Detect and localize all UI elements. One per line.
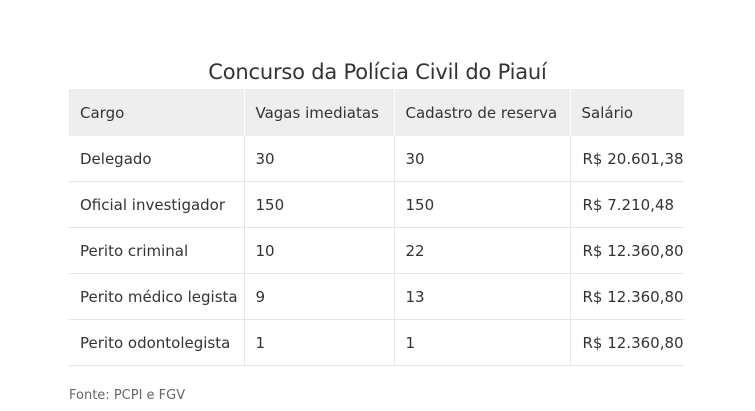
cell-cargo: Perito criminal <box>69 227 245 274</box>
table-row: Perito odontolegista 1 1 R$ 12.360,80 <box>69 319 684 366</box>
cell-cadastro-de-reserva: 1 <box>394 319 571 366</box>
cell-cargo: Oficial investigador <box>69 181 245 228</box>
header-cargo: Cargo <box>69 89 245 136</box>
cell-vagas-imediatas: 1 <box>244 319 395 366</box>
cell-vagas-imediatas: 9 <box>244 273 395 320</box>
table-row: Perito criminal 10 22 R$ 12.360,80 <box>69 227 684 274</box>
data-table: Cargo Vagas imediatas Cadastro de reserv… <box>69 89 684 366</box>
source-note: Fonte: PCPI e FGV <box>69 388 186 403</box>
cell-vagas-imediatas: 150 <box>244 181 395 228</box>
header-salario: Salário <box>570 89 684 136</box>
cell-salario: R$ 12.360,80 <box>570 227 684 274</box>
cell-cadastro-de-reserva: 22 <box>394 227 571 274</box>
table-row: Perito médico legista 9 13 R$ 12.360,80 <box>69 273 684 320</box>
cell-cargo: Delegado <box>69 136 245 182</box>
cell-salario: R$ 12.360,80 <box>570 319 684 366</box>
header-vagas-imediatas: Vagas imediatas <box>244 89 395 136</box>
cell-cargo: Perito médico legista <box>69 273 245 320</box>
cell-vagas-imediatas: 30 <box>244 136 395 182</box>
cell-vagas-imediatas: 10 <box>244 227 395 274</box>
cell-cargo: Perito odontolegista <box>69 319 245 366</box>
header-cadastro-de-reserva: Cadastro de reserva <box>394 89 571 136</box>
table-row: Oficial investigador 150 150 R$ 7.210,48 <box>69 181 684 228</box>
table-header-row: Cargo Vagas imediatas Cadastro de reserv… <box>69 89 684 136</box>
cell-salario: R$ 12.360,80 <box>570 273 684 320</box>
table-title: Concurso da Polícia Civil do Piauí <box>208 60 547 84</box>
cell-salario: R$ 20.601,38 <box>570 136 684 182</box>
cell-cadastro-de-reserva: 30 <box>394 136 571 182</box>
cell-salario: R$ 7.210,48 <box>570 181 684 228</box>
cell-cadastro-de-reserva: 150 <box>394 181 571 228</box>
cell-cadastro-de-reserva: 13 <box>394 273 571 320</box>
table-row: Delegado 30 30 R$ 20.601,38 <box>69 136 684 182</box>
